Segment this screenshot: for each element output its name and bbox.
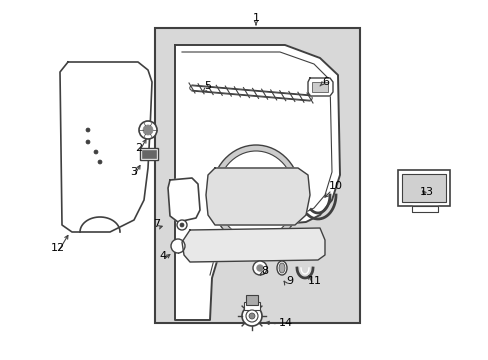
Text: 10: 10 — [328, 181, 342, 191]
Text: 12: 12 — [51, 243, 65, 253]
Ellipse shape — [217, 151, 294, 239]
Text: 3: 3 — [130, 167, 137, 177]
Text: 9: 9 — [286, 276, 293, 286]
Polygon shape — [60, 62, 152, 232]
Circle shape — [86, 128, 90, 132]
Circle shape — [248, 313, 254, 319]
Polygon shape — [411, 206, 437, 212]
Circle shape — [171, 239, 184, 253]
Circle shape — [257, 265, 263, 271]
Bar — [245, 295, 258, 305]
Text: 1: 1 — [252, 13, 259, 23]
Circle shape — [86, 140, 90, 144]
Text: 11: 11 — [307, 276, 321, 286]
Text: 8: 8 — [261, 266, 268, 276]
Text: 7: 7 — [153, 219, 160, 229]
Text: 4: 4 — [159, 251, 166, 261]
Polygon shape — [175, 45, 339, 320]
Polygon shape — [182, 228, 325, 262]
Circle shape — [180, 223, 183, 227]
Bar — [401, 174, 445, 202]
Circle shape — [242, 306, 262, 326]
Bar — [397, 170, 449, 206]
Circle shape — [177, 220, 186, 230]
Circle shape — [98, 160, 102, 164]
Bar — [155, 28, 359, 323]
Text: 2: 2 — [135, 143, 142, 153]
Bar — [142, 150, 156, 158]
Polygon shape — [205, 168, 309, 225]
Polygon shape — [168, 178, 200, 222]
Ellipse shape — [276, 261, 286, 275]
Circle shape — [252, 261, 266, 275]
Circle shape — [245, 310, 258, 322]
Circle shape — [142, 125, 153, 135]
Bar — [244, 302, 260, 310]
Bar — [140, 148, 158, 160]
Text: 13: 13 — [419, 187, 433, 197]
Text: 6: 6 — [322, 77, 329, 87]
Text: 5: 5 — [204, 81, 211, 91]
Ellipse shape — [210, 145, 301, 245]
Text: 14: 14 — [278, 318, 292, 328]
Polygon shape — [307, 78, 332, 96]
Ellipse shape — [279, 263, 285, 273]
Circle shape — [139, 121, 157, 139]
Bar — [311, 82, 327, 92]
Circle shape — [94, 150, 98, 154]
